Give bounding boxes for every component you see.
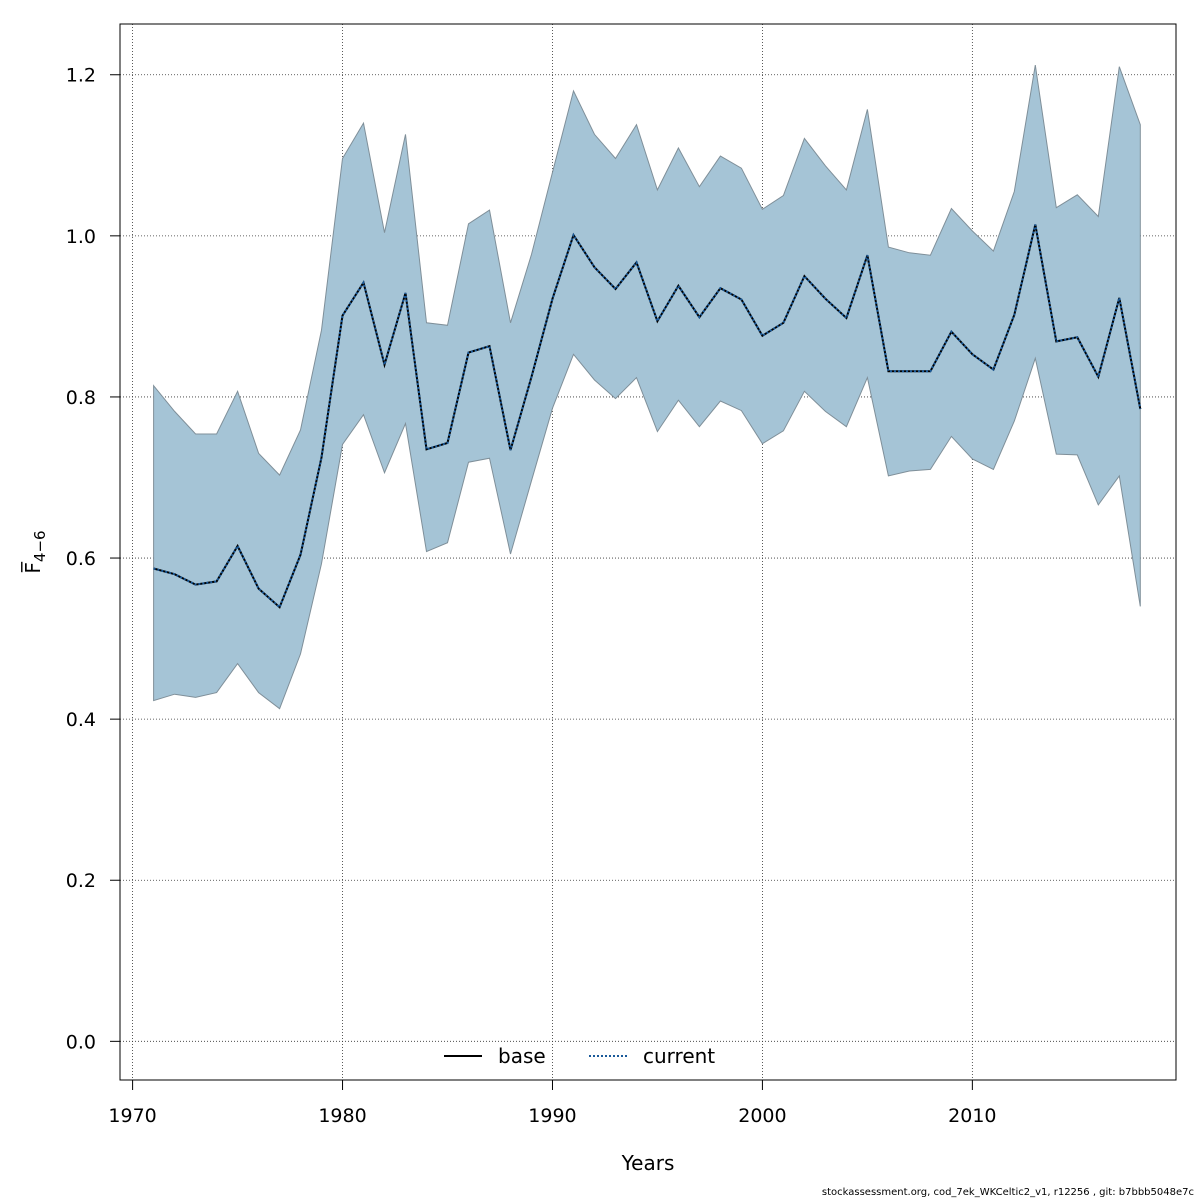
x-tick-label-1980: 1980 bbox=[318, 1105, 366, 1127]
svg-text:F̅4−6: F̅4−6 bbox=[20, 530, 49, 573]
y-tick-label-0.0: 0.0 bbox=[66, 1031, 96, 1053]
series-lines bbox=[153, 224, 1142, 609]
confidence-band-area bbox=[153, 65, 1141, 710]
y-axis-title-main: F̅ bbox=[20, 561, 45, 574]
x-axis-title: Years bbox=[621, 1151, 675, 1175]
y-tick-label-1.0: 1.0 bbox=[66, 226, 96, 248]
x-tick-label-2010: 2010 bbox=[948, 1105, 996, 1127]
footer-caption: stockassessment.org, cod_7ek_WKCeltic2_v… bbox=[821, 1187, 1194, 1198]
series-line-current bbox=[153, 224, 1142, 609]
y-tick-label-0.2: 0.2 bbox=[66, 870, 96, 892]
legend: base current bbox=[444, 1044, 715, 1068]
x-tick-label-1970: 1970 bbox=[108, 1105, 156, 1127]
x-tick-label-2000: 2000 bbox=[738, 1105, 786, 1127]
y-tick-label-0.6: 0.6 bbox=[66, 548, 96, 570]
y-axis-title-sub: 4−6 bbox=[31, 530, 49, 562]
y-axis-title: F̅4−6 bbox=[20, 530, 49, 573]
y-tick-label-0.8: 0.8 bbox=[66, 387, 96, 409]
legend-label-base: base bbox=[498, 1044, 546, 1068]
y-tick-label-0.4: 0.4 bbox=[66, 709, 96, 731]
confidence-band bbox=[153, 65, 1141, 710]
y-axis: 0.0 0.2 0.4 0.6 0.8 1.0 1.2 bbox=[66, 65, 121, 1053]
y-tick-label-1.2: 1.2 bbox=[66, 65, 96, 87]
x-axis: 1970 1980 1990 2000 2010 bbox=[108, 1079, 997, 1127]
legend-label-current: current bbox=[643, 1044, 715, 1068]
x-tick-label-1990: 1990 bbox=[528, 1105, 576, 1127]
